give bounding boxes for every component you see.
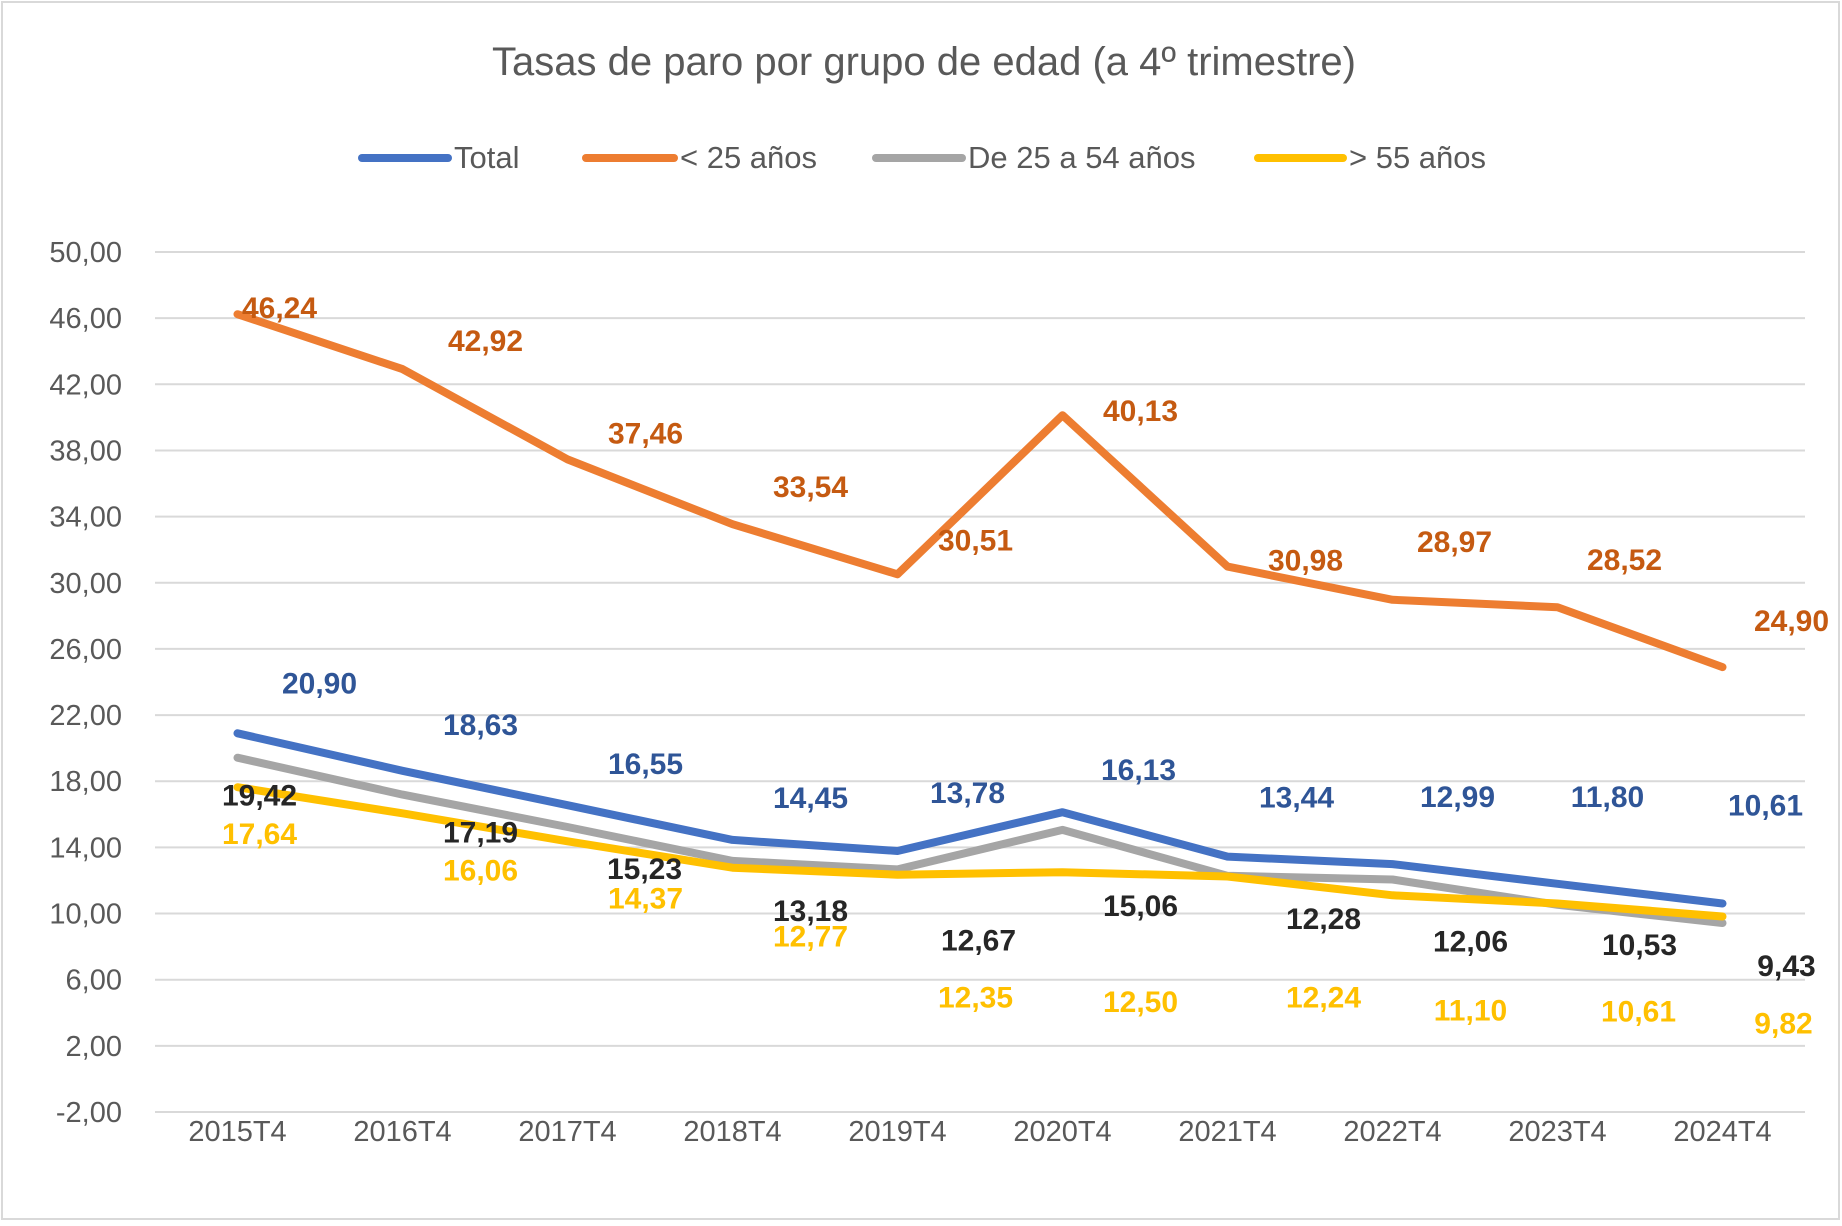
x-tick-label: 2019T4 — [848, 1116, 946, 1148]
series-lines — [233, 310, 1727, 927]
data-label-0: 10,61 — [1728, 790, 1803, 823]
y-tick-label: 38,00 — [49, 435, 122, 467]
x-tick-label: 2015T4 — [188, 1116, 286, 1148]
series-line-3 — [233, 783, 1727, 921]
data-label-0: 16,13 — [1101, 754, 1176, 787]
data-label-2: 15,06 — [1103, 890, 1178, 923]
x-tick-label: 2023T4 — [1508, 1116, 1606, 1148]
series-line-2 — [233, 753, 1727, 927]
x-tick-label: 2021T4 — [1178, 1116, 1276, 1148]
y-tick-label: 46,00 — [49, 303, 122, 335]
data-label-2: 15,23 — [607, 853, 682, 886]
data-label-0: 13,44 — [1259, 782, 1334, 815]
data-label-3: 14,37 — [608, 882, 683, 915]
x-tick-label: 2018T4 — [683, 1116, 781, 1148]
series-line-1 — [233, 310, 1727, 672]
data-label-1: 40,13 — [1103, 395, 1178, 428]
data-label-2: 13,18 — [773, 895, 848, 928]
data-label-2: 12,06 — [1433, 926, 1508, 959]
data-labels: 20,90 18,63 16,55 14,45 13,78 16,13 13,44 12,99… — [222, 292, 1829, 1040]
data-label-2: 9,43 — [1757, 950, 1815, 983]
data-label-3: 9,82 — [1754, 1008, 1812, 1041]
data-label-1: 37,46 — [608, 417, 683, 450]
data-label-2: 12,67 — [941, 924, 1016, 957]
y-tick-label: 6,00 — [66, 965, 122, 997]
x-tick-label: 2017T4 — [518, 1116, 616, 1148]
x-tick-label: 2020T4 — [1013, 1116, 1111, 1148]
data-label-1: 30,98 — [1268, 545, 1343, 578]
legend-label: < 25 años — [680, 140, 817, 175]
legend-label: De 25 a 54 años — [968, 140, 1196, 175]
chart-title: Tasas de paro por grupo de edad (a 4º tr… — [492, 40, 1356, 84]
data-label-1: 30,51 — [938, 524, 1013, 557]
legend-label: Total — [454, 140, 519, 175]
data-label-3: 16,06 — [443, 854, 518, 887]
data-label-2: 19,42 — [222, 780, 297, 813]
data-label-0: 12,99 — [1420, 781, 1495, 814]
y-tick-label: 30,00 — [49, 568, 122, 600]
y-tick-label: 10,00 — [49, 899, 122, 931]
x-tick-label: 2022T4 — [1343, 1116, 1441, 1148]
data-label-1: 42,92 — [448, 325, 523, 358]
data-label-3: 11,10 — [1434, 994, 1507, 1027]
data-label-1: 33,54 — [773, 471, 848, 504]
x-axis: 2015T4 2016T4 2017T4 2018T4 2019T4 2020T4 2021… — [188, 1116, 1771, 1148]
series-line-0 — [233, 729, 1727, 908]
legend: Total < 25 años De 25 a 54 años > 55 años — [358, 140, 1486, 175]
y-axis: 50,00 46,00 42,00 38,00 34,00 30,00 26,00 22,00… — [49, 237, 122, 1129]
data-label-1: 28,97 — [1417, 526, 1492, 559]
data-label-3: 12,24 — [1286, 982, 1361, 1015]
data-label-2: 17,19 — [443, 817, 518, 850]
data-label-0: 14,45 — [773, 782, 848, 815]
gridlines — [155, 251, 1805, 1113]
data-label-1: 28,52 — [1587, 544, 1662, 577]
data-label-1: 24,90 — [1754, 605, 1829, 638]
y-tick-label: 50,00 — [49, 237, 122, 269]
y-tick-label: -2,00 — [56, 1097, 122, 1129]
y-tick-label: 26,00 — [49, 634, 122, 666]
data-label-1: 46,24 — [242, 292, 317, 325]
data-label-0: 13,78 — [930, 777, 1005, 810]
data-label-0: 11,80 — [1571, 781, 1644, 814]
data-label-0: 20,90 — [282, 667, 357, 700]
y-tick-label: 14,00 — [49, 832, 122, 864]
legend-label: > 55 años — [1349, 140, 1486, 175]
data-label-3: 12,35 — [938, 982, 1013, 1015]
data-label-3: 12,77 — [773, 921, 848, 954]
y-tick-label: 2,00 — [66, 1031, 122, 1063]
y-tick-label: 42,00 — [49, 369, 122, 401]
data-label-0: 18,63 — [443, 709, 518, 742]
x-tick-label: 2024T4 — [1673, 1116, 1771, 1148]
data-label-3: 17,64 — [222, 818, 297, 851]
x-tick-label: 2016T4 — [353, 1116, 451, 1148]
data-label-3: 10,61 — [1601, 996, 1676, 1029]
data-label-2: 10,53 — [1602, 929, 1677, 962]
data-label-2: 12,28 — [1286, 903, 1361, 936]
y-tick-label: 22,00 — [49, 700, 122, 732]
y-tick-label: 18,00 — [49, 766, 122, 798]
data-label-3: 12,50 — [1103, 986, 1178, 1019]
data-label-0: 16,55 — [608, 748, 683, 781]
y-tick-label: 34,00 — [49, 502, 122, 534]
